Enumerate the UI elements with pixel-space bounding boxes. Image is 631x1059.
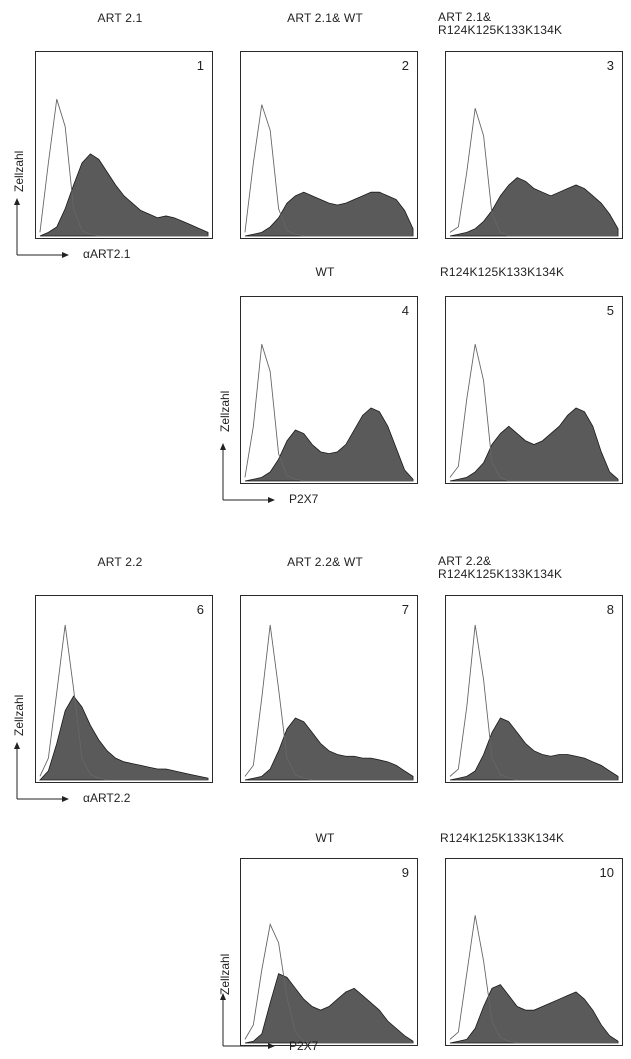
histogram-panel-8: 8 — [445, 595, 623, 783]
axis-arrows — [220, 993, 275, 1049]
panel-number: 6 — [196, 602, 204, 617]
axis-arrows — [220, 443, 275, 503]
y-axis-label: Zellzahl — [218, 953, 232, 995]
histogram-panel-2: 2 — [240, 51, 418, 239]
panel-number: 4 — [401, 303, 409, 318]
panel-number: 8 — [606, 602, 614, 617]
y-axis-label: Zellzahl — [12, 150, 26, 192]
panel-number: 2 — [401, 58, 409, 73]
histogram-panel-9: 9 — [240, 858, 418, 1046]
histogram-control-series — [244, 344, 414, 482]
axis-arrows — [14, 742, 69, 802]
histogram-filled-series — [244, 717, 414, 781]
panel-number: 5 — [606, 303, 614, 318]
histogram-svg-4 — [244, 344, 414, 482]
histogram-control-series — [244, 104, 414, 237]
histogram-svg-3 — [449, 108, 619, 237]
title-wt: WT — [315, 831, 335, 845]
x-axis-label: αART2.2 — [83, 791, 131, 805]
histogram-panel-5: 5 — [445, 296, 623, 484]
x-axis-label: P2X7 — [289, 492, 319, 506]
histogram-panel-1: 1 — [35, 51, 213, 239]
histogram-panel-6: 6 — [35, 595, 213, 783]
histogram-control-series — [244, 624, 414, 781]
histogram-svg-5 — [449, 344, 619, 482]
histogram-control-series — [449, 624, 619, 781]
title-art22-wt: ART 2.2& WT — [287, 555, 363, 569]
title-art22-mut: ART 2.2& R124K125K133K134K — [438, 554, 563, 581]
histogram-control-series — [39, 99, 209, 237]
histogram-control-series — [449, 915, 619, 1044]
histogram-panel-4: 4 — [240, 296, 418, 484]
histogram-svg-1 — [39, 99, 209, 237]
histogram-panel-10: 10 — [445, 858, 623, 1046]
title-art21: ART 2.1 — [97, 11, 143, 25]
histogram-filled-series — [449, 984, 619, 1044]
histogram-control-series — [39, 624, 209, 781]
histogram-filled-series — [39, 153, 209, 237]
y-axis-label: Zellzahl — [218, 390, 232, 432]
panel-number: 9 — [401, 865, 409, 880]
histogram-svg-7 — [244, 624, 414, 781]
histogram-svg-9 — [244, 922, 414, 1044]
x-axis-label: P2X7 — [289, 1039, 319, 1053]
y-axis-label: Zellzahl — [12, 694, 26, 736]
histogram-panel-3: 3 — [445, 51, 623, 239]
x-axis-label: αART2.1 — [83, 247, 131, 261]
panel-number: 7 — [401, 602, 409, 617]
histogram-filled-series — [449, 407, 619, 482]
title-mutant: R124K125K133K134K — [440, 265, 565, 279]
histogram-filled-series — [449, 177, 619, 237]
histogram-control-series — [244, 922, 414, 1044]
histogram-filled-series — [244, 407, 414, 482]
axis-arrows — [14, 198, 69, 258]
histogram-svg-10 — [449, 915, 619, 1044]
panel-number: 10 — [599, 865, 614, 880]
title-art22: ART 2.2 — [97, 555, 143, 569]
title-art21-mut: ART 2.1& R124K125K133K134K — [438, 10, 563, 37]
histogram-svg-8 — [449, 624, 619, 781]
histogram-filled-series — [244, 973, 414, 1044]
title-mutant: R124K125K133K134K — [440, 831, 565, 845]
title-art21-wt: ART 2.1& WT — [287, 11, 363, 25]
histogram-filled-series — [244, 191, 414, 237]
histogram-panel-7: 7 — [240, 595, 418, 783]
histogram-svg-2 — [244, 104, 414, 237]
panel-number: 1 — [196, 58, 204, 73]
histogram-control-series — [449, 344, 619, 482]
histogram-svg-6 — [39, 624, 209, 781]
panel-number: 3 — [606, 58, 614, 73]
histogram-filled-series — [449, 717, 619, 781]
title-wt: WT — [315, 265, 335, 279]
histogram-control-series — [449, 108, 619, 237]
